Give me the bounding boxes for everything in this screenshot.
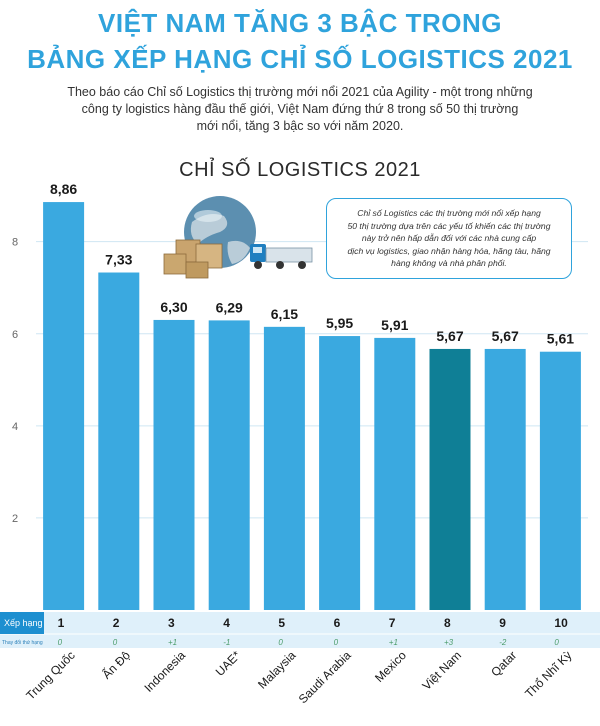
truck-icon <box>250 244 313 269</box>
rank-value: 10 <box>554 616 568 630</box>
rank-value: 3 <box>168 616 175 630</box>
x-tick-label: Malaysia <box>255 648 299 692</box>
y-tick-label: 8 <box>12 237 18 249</box>
page-title-line-1: VIỆT NAM TĂNG 3 BẬC TRONG <box>98 8 502 38</box>
rank-value: 1 <box>58 616 65 630</box>
globe-truck-illustration <box>163 196 313 279</box>
rank-change-value: +1 <box>389 638 398 647</box>
rank-value: 8 <box>444 616 451 630</box>
rank-change-value: +1 <box>168 638 177 647</box>
rank-value: 5 <box>278 616 285 630</box>
callout-line: này trở nên hấp dẫn đối với các nhà cung… <box>361 233 537 243</box>
data-label: 5,95 <box>326 315 353 331</box>
x-tick-label: Trung Quốc <box>23 648 77 702</box>
bar-1 <box>43 202 85 610</box>
data-label: 7,33 <box>105 252 132 268</box>
rank-change-value: 0 <box>113 638 118 647</box>
rank-value: 9 <box>499 616 506 630</box>
rank-change-value: 0 <box>58 638 63 647</box>
y-tick-label: 6 <box>12 329 18 341</box>
rank-change-value: 0 <box>334 638 339 647</box>
y-tick-label: 2 <box>12 513 18 525</box>
data-label: 6,29 <box>216 299 243 315</box>
bar-7 <box>374 337 416 610</box>
x-tick-label: Thổ Nhĩ Kỳ <box>522 648 574 700</box>
data-label: 5,61 <box>547 331 574 347</box>
rank-change-value: 0 <box>554 638 559 647</box>
bar-2 <box>98 272 140 610</box>
bar-3 <box>153 319 195 610</box>
chart-title: CHỈ SỐ LOGISTICS 2021 <box>179 159 421 181</box>
data-label: 6,15 <box>271 306 298 322</box>
intro-line: mới nổi, tăng 3 bậc so với năm 2020. <box>196 119 404 133</box>
bar-10 <box>539 351 581 610</box>
callout-line: hàng không và nhà phân phối. <box>391 258 507 268</box>
data-label: 6,30 <box>160 299 187 315</box>
x-tick-label: Saudi Arabia <box>296 648 354 706</box>
page-title-line-2: BẢNG XẾP HẠNG CHỈ SỐ LOGISTICS 2021 <box>27 44 573 74</box>
bar-8 <box>429 348 471 610</box>
y-tick-label: 4 <box>12 421 18 433</box>
x-tick-label: UAE* <box>213 648 244 679</box>
data-label: 5,67 <box>492 328 519 344</box>
rank-change-value: 0 <box>278 638 283 647</box>
x-tick-label: Qatar <box>488 648 519 679</box>
x-tick-label: Ấn Độ <box>99 647 133 681</box>
chart-note-callout: Chỉ số Logistics các thị trường mới nổi … <box>326 198 572 279</box>
rank-change-value: -2 <box>499 638 507 647</box>
bar-6 <box>319 336 361 610</box>
rank-value: 4 <box>223 616 230 630</box>
cardboard-boxes-icon <box>163 239 223 279</box>
x-tick-label: Indonesia <box>141 648 188 695</box>
rank-value: 7 <box>389 616 396 630</box>
rank-value: 6 <box>334 616 341 630</box>
rank-change-value: -1 <box>223 638 230 647</box>
bar-5 <box>263 326 305 610</box>
rank-header-label: Xếp hạng <box>4 618 43 628</box>
callout-line: Chỉ số Logistics các thị trường mới nổi … <box>357 208 541 218</box>
data-label: 8,86 <box>50 181 77 197</box>
intro-line: Theo báo cáo Chỉ số Logistics thị trường… <box>67 85 533 99</box>
x-tick-label: Việt Nam <box>419 648 464 693</box>
data-label: 5,67 <box>436 328 463 344</box>
callout-line: 50 thị trường dựa trên các yếu tố khiến … <box>347 220 551 231</box>
x-tick-label: Mexico <box>372 648 409 685</box>
rank-table-bg <box>0 612 600 648</box>
bar-9 <box>484 348 526 610</box>
callout-line: dịch vụ logistics, giao nhận hàng hóa, h… <box>347 245 551 256</box>
rank-header-cell <box>0 612 44 634</box>
rank-value: 2 <box>113 616 120 630</box>
data-label: 5,91 <box>381 317 408 333</box>
rank-change-value: +3 <box>444 638 454 647</box>
change-header-label: Thay đổi thứ hạng <box>2 639 43 646</box>
intro-line: công ty logistics hàng đầu thế giới, Việ… <box>81 102 519 116</box>
bar-4 <box>208 320 250 610</box>
intro-text: Theo báo cáo Chỉ số Logistics thị trường… <box>60 84 540 135</box>
